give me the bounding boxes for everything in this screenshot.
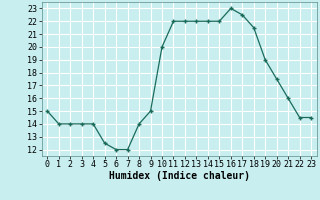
X-axis label: Humidex (Indice chaleur): Humidex (Indice chaleur) [109, 171, 250, 181]
